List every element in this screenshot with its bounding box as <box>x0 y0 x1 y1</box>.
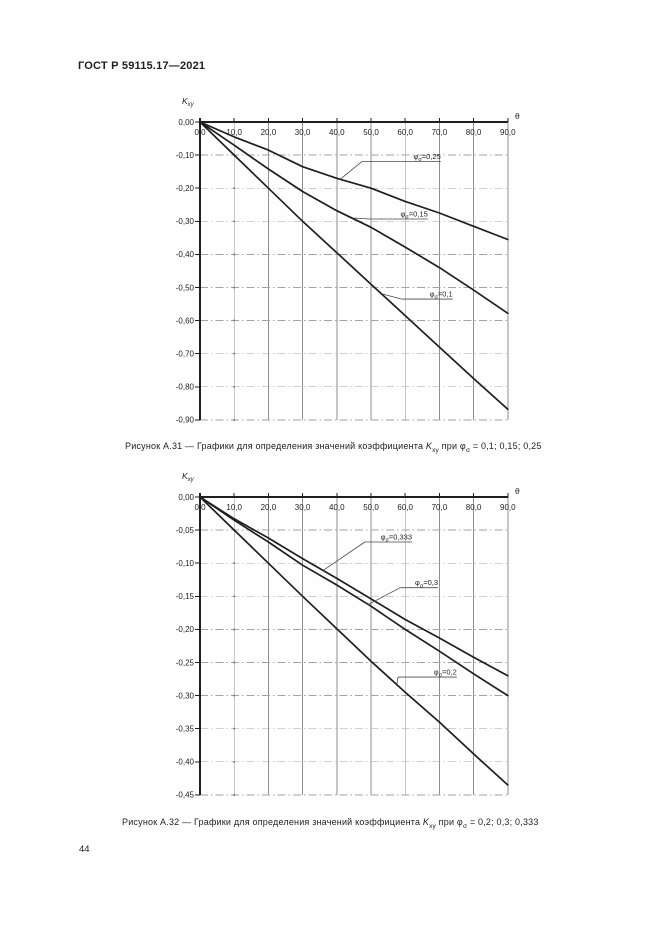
x-tick-label: 20,0 <box>261 503 277 512</box>
x-tick-label: 20,0 <box>261 128 277 137</box>
grid-dot <box>233 385 236 388</box>
y-tick-label: -0,15 <box>176 592 195 601</box>
x-tick-label: 50,0 <box>363 128 379 137</box>
callout-leader <box>339 161 363 180</box>
y-tick-label: -0,20 <box>176 625 195 634</box>
grid-dot <box>233 727 236 730</box>
figure-a31-caption: Рисунок А.31 — Графики для определения з… <box>125 441 542 454</box>
y-tick-label: -0,30 <box>176 217 195 226</box>
y-tick-label: -0,05 <box>176 526 195 535</box>
grid-dot <box>233 694 236 697</box>
curve-phi-sigma-0.15 <box>199 121 509 315</box>
y-tick-label: -0,40 <box>176 250 195 259</box>
curve-phi-sigma-0.2 <box>199 496 509 786</box>
x-tick-label: 90,0 <box>500 503 516 512</box>
x-tick-label: 80,0 <box>466 503 482 512</box>
curve-callout-2: φσ=0,2 <box>396 668 457 686</box>
x-tick-label: 0,0 <box>194 128 206 137</box>
grid-dot <box>233 220 236 223</box>
grid <box>200 497 509 796</box>
callout-leader <box>322 541 366 571</box>
callout-leader <box>367 587 401 606</box>
y-tick-label: -0,70 <box>176 350 195 359</box>
x-tick-label: 90,0 <box>500 128 516 137</box>
y-tick-label: -0,45 <box>176 791 195 800</box>
x-tick-label: 10,0 <box>226 503 242 512</box>
callout-label: φσ=0,2 <box>434 668 457 679</box>
y-axis-title: Kxy <box>182 96 195 108</box>
x-tick-label: 30,0 <box>295 503 311 512</box>
grid-dot <box>233 418 236 421</box>
y-tick-label: -0,20 <box>176 184 195 193</box>
y-axis-title: Kxy <box>182 471 195 483</box>
grid-dot <box>233 286 236 289</box>
y-tick-label: -0,30 <box>176 691 195 700</box>
grid-dot <box>233 352 236 355</box>
callout-label: φσ=0,333 <box>381 533 412 544</box>
x-tick-label: 70,0 <box>432 128 448 137</box>
curve-callout-1: φσ=0,3 <box>367 578 439 606</box>
callout-leader <box>396 677 399 686</box>
tick-labels: 0,0 10,0 20,0 30,0 40,0 50,0 60,0 70,0 80,0 90,0 0… <box>176 118 516 425</box>
curve-callout-2: φσ=0,1 <box>382 290 453 301</box>
y-tick-label: -0,90 <box>176 416 195 425</box>
curve-callout-0: φσ=0,333 <box>322 533 413 571</box>
curve-phi-sigma-0.333 <box>199 496 509 677</box>
callout-label: φσ=0,3 <box>415 578 438 589</box>
callout-label: φσ=0,1 <box>430 290 453 301</box>
axes <box>195 493 509 796</box>
y-tick-label: -0,50 <box>176 283 195 292</box>
figure-a32-chart: 0,0 10,0 20,0 30,0 40,0 50,0 60,0 70,0 80,0 90,0 0… <box>160 460 555 810</box>
curve-phi-sigma-0.25 <box>199 121 509 241</box>
y-tick-label: -0,40 <box>176 758 195 767</box>
y-tick-label: -0,25 <box>176 658 195 667</box>
x-tick-label: 50,0 <box>363 503 379 512</box>
y-tick-label: -0,60 <box>176 316 195 325</box>
y-tick-label: -0,10 <box>176 151 195 160</box>
x-tick-label: 0,0 <box>194 503 206 512</box>
x-tick-label: 40,0 <box>329 128 345 137</box>
x-tick-label: 80,0 <box>466 128 482 137</box>
x-tick-label: 70,0 <box>432 503 448 512</box>
grid-dot <box>233 187 236 190</box>
x-axis-title: θ <box>515 486 520 496</box>
x-tick-label: 60,0 <box>397 503 413 512</box>
x-axis-title: θ <box>515 111 520 121</box>
tick-labels: 0,0 10,0 20,0 30,0 40,0 50,0 60,0 70,0 80,0 90,0 0… <box>176 493 516 800</box>
x-tick-label: 30,0 <box>295 128 311 137</box>
figure-a31-chart: 0,0 10,0 20,0 30,0 40,0 50,0 60,0 70,0 80,0 90,0 0… <box>160 85 555 435</box>
chart-svg: 0,0 10,0 20,0 30,0 40,0 50,0 60,0 70,0 80,0 90,0 0… <box>176 471 520 800</box>
axes <box>195 118 509 421</box>
figure-a32-caption: Рисунок А.32 — Графики для определения з… <box>122 817 539 830</box>
grid-dot <box>233 562 236 565</box>
page-number: 44 <box>79 844 90 855</box>
x-tick-label: 60,0 <box>397 128 413 137</box>
y-tick-label: -0,35 <box>176 725 195 734</box>
grid <box>200 122 509 421</box>
y-tick-label: 0,00 <box>178 118 194 127</box>
curve-phi-sigma-0.3 <box>199 496 509 697</box>
grid-dot <box>233 793 236 796</box>
y-tick-label: 0,00 <box>178 493 194 502</box>
standard-designation: ГОСТ Р 59115.17—2021 <box>78 60 206 72</box>
y-tick-label: -0,10 <box>176 559 195 568</box>
grid-dot <box>233 253 236 256</box>
curve-callout-0: φσ=0,25 <box>339 152 441 180</box>
chart-svg: 0,0 10,0 20,0 30,0 40,0 50,0 60,0 70,0 80,0 90,0 0… <box>176 96 520 425</box>
y-tick-label: -0,80 <box>176 383 195 392</box>
grid-dot <box>233 661 236 664</box>
grid-dot <box>233 628 236 631</box>
curve-phi-sigma-0.1 <box>199 121 509 411</box>
callout-leader <box>353 217 369 220</box>
grid-dot <box>233 595 236 598</box>
curve-callout-1: φσ=0,15 <box>353 209 428 221</box>
callout-leader <box>382 293 402 300</box>
grid-dot <box>233 760 236 763</box>
callout-label: φσ=0,15 <box>401 209 428 220</box>
x-tick-label: 40,0 <box>329 503 345 512</box>
x-tick-label: 10,0 <box>226 128 242 137</box>
grid-dot <box>233 319 236 322</box>
callout-label: φσ=0,25 <box>414 152 441 163</box>
